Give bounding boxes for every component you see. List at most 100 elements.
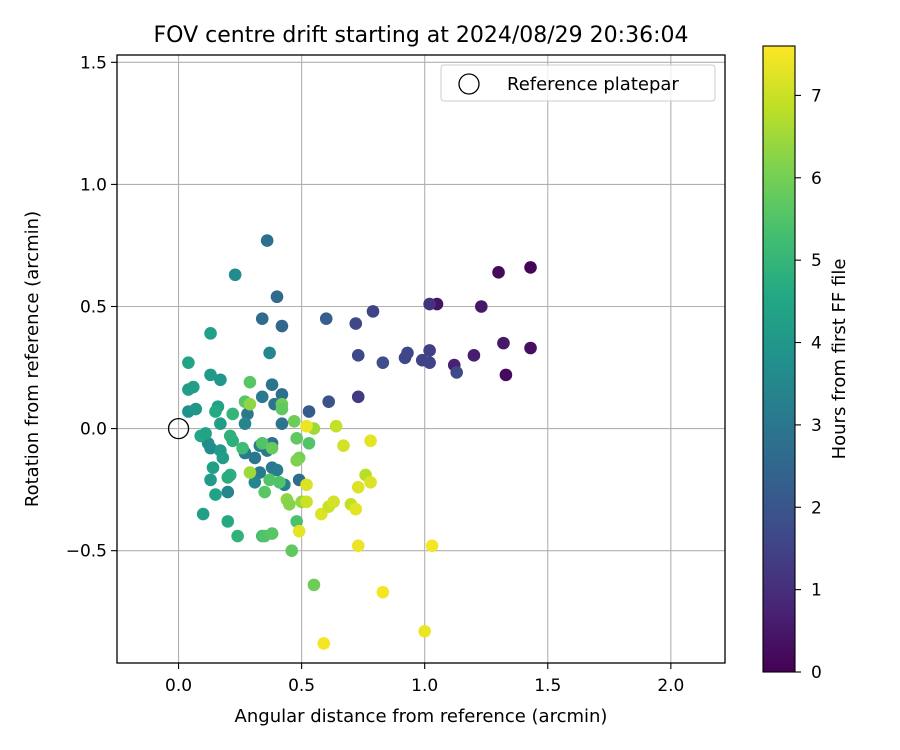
x-tick-label: 1.5 <box>534 676 561 696</box>
data-point <box>231 529 244 543</box>
y-tick-label: 0.5 <box>80 298 107 318</box>
data-point <box>258 485 271 499</box>
colorbar: 0 1 2 3 4 5 6 7 Hours from first FF file <box>762 45 850 683</box>
data-point <box>206 461 220 474</box>
data-point <box>376 356 390 369</box>
data-point <box>248 476 262 489</box>
y-tick-label: 1.5 <box>80 53 107 73</box>
data-point <box>329 419 343 433</box>
data-point <box>255 390 269 404</box>
data-point <box>290 515 303 528</box>
data-point <box>243 466 257 479</box>
reference-marker <box>167 417 190 440</box>
colorbar-tick-label: 5 <box>811 251 822 271</box>
data-point <box>302 405 316 418</box>
data-points <box>182 234 537 650</box>
colorbar-tick-label: 6 <box>811 169 822 189</box>
data-point <box>204 473 217 487</box>
data-point <box>221 485 235 499</box>
data-point <box>204 327 217 340</box>
data-point <box>300 478 313 492</box>
data-point <box>209 488 222 501</box>
y-axis-ticks: −0.5 0.0 0.5 1.0 1.5 <box>66 53 117 562</box>
colorbar-tick-label: 0 <box>811 663 822 683</box>
data-point <box>351 349 365 362</box>
data-point <box>204 368 217 382</box>
data-point <box>270 290 284 304</box>
data-point <box>425 539 439 553</box>
data-point <box>285 544 299 557</box>
y-tick-label: 1.0 <box>80 175 107 195</box>
data-point <box>475 300 488 313</box>
data-point <box>263 473 276 487</box>
data-point <box>290 432 303 445</box>
x-axis-label: Angular distance from reference (arcmin) <box>235 706 608 727</box>
x-tick-label: 1.0 <box>411 676 438 696</box>
data-point <box>226 434 239 448</box>
data-point <box>327 495 340 509</box>
data-point <box>270 463 284 477</box>
data-point <box>349 502 363 516</box>
data-point <box>351 390 365 404</box>
data-point <box>196 507 210 521</box>
colorbar-tick-label: 7 <box>811 86 822 106</box>
data-point <box>317 637 331 650</box>
colorbar-tick-label: 2 <box>811 498 822 518</box>
data-point <box>260 234 274 247</box>
reference-marker-group <box>167 417 190 440</box>
chart-title: FOV centre drift starting at 2024/08/29 … <box>154 23 689 48</box>
data-point <box>499 368 513 382</box>
data-point <box>265 441 279 455</box>
data-point <box>423 356 436 369</box>
data-point <box>243 375 257 389</box>
data-point <box>216 451 230 465</box>
data-point <box>226 407 239 421</box>
data-point <box>263 346 276 360</box>
data-point <box>337 439 350 452</box>
data-point <box>228 268 242 282</box>
legend-reference-marker <box>458 73 480 95</box>
data-point <box>302 436 316 450</box>
x-tick-label: 2.0 <box>657 676 684 696</box>
data-point <box>351 539 365 553</box>
data-point <box>290 454 303 467</box>
data-point <box>364 476 377 489</box>
colorbar-tick-label: 3 <box>811 416 822 436</box>
data-point <box>243 397 257 411</box>
legend: Reference platepar <box>440 64 716 102</box>
data-point <box>189 402 203 416</box>
data-point <box>319 312 333 326</box>
colorbar-label: Hours from first FF file <box>829 259 850 460</box>
colorbar-tick-label: 4 <box>811 334 822 354</box>
data-point <box>492 266 505 279</box>
data-point <box>398 351 412 365</box>
data-point <box>300 419 313 433</box>
data-point <box>292 524 306 538</box>
data-point <box>182 356 195 369</box>
data-point <box>524 341 537 355</box>
data-point <box>364 434 377 448</box>
data-point <box>275 417 289 431</box>
data-point <box>497 336 510 350</box>
data-point <box>275 319 289 333</box>
data-point <box>418 624 431 638</box>
x-axis-ticks: 0.0 0.5 1.0 1.5 2.0 <box>165 663 684 696</box>
data-point <box>376 585 390 599</box>
y-tick-label: −0.5 <box>66 542 107 562</box>
data-point <box>199 427 212 440</box>
data-point <box>275 402 289 416</box>
data-point <box>349 317 363 330</box>
data-point <box>255 312 269 326</box>
data-point <box>351 480 365 494</box>
data-point <box>423 297 436 311</box>
data-point <box>214 373 227 387</box>
data-point <box>255 436 269 450</box>
x-tick-label: 0.0 <box>165 676 192 696</box>
data-point <box>467 349 481 362</box>
data-point <box>275 388 289 401</box>
legend-box <box>440 64 716 102</box>
data-point <box>287 414 301 428</box>
y-tick-label: 0.0 <box>80 420 107 440</box>
data-point <box>423 344 436 357</box>
